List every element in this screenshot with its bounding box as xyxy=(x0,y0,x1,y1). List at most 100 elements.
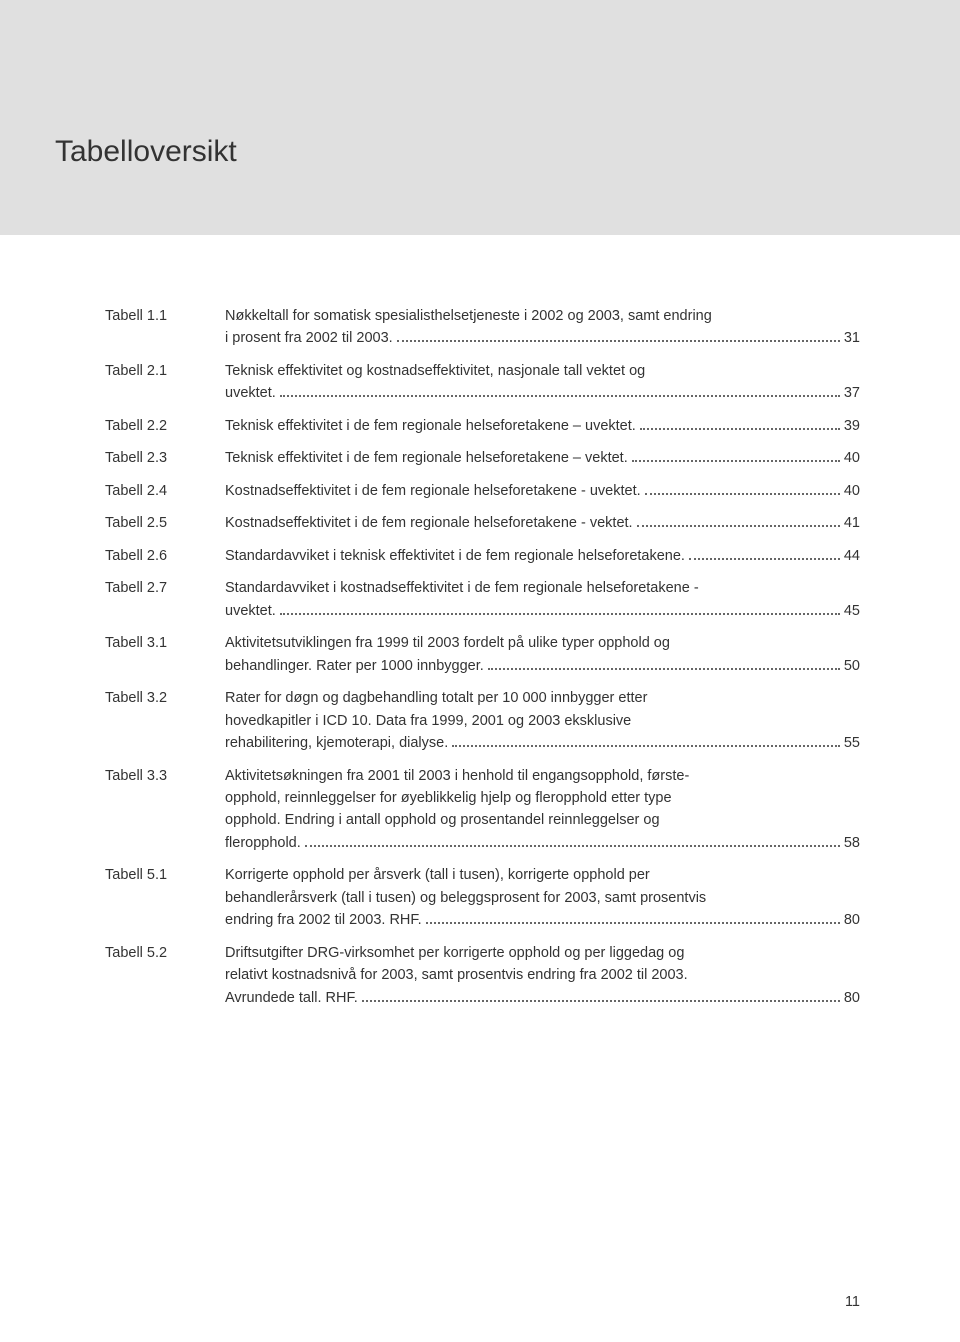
toc-text-line: Rater for døgn og dagbehandling totalt p… xyxy=(225,687,860,709)
toc-content: Tabell 1.1Nøkkeltall for somatisk spesia… xyxy=(0,235,960,1009)
toc-last-text: rehabilitering, kjemoterapi, dialyse. xyxy=(225,732,448,754)
toc-last-text: Standardavviket i teknisk effektivitet i… xyxy=(225,545,685,567)
toc-body: Korrigerte opphold per årsverk (tall i t… xyxy=(225,864,860,931)
toc-last-line: Kostnadseffektivitet i de fem regionale … xyxy=(225,480,860,502)
toc-last-line: Kostnadseffektivitet i de fem regionale … xyxy=(225,512,860,534)
toc-page-number: 50 xyxy=(844,655,860,677)
toc-row: Tabell 2.3Teknisk effektivitet i de fem … xyxy=(105,447,860,469)
toc-dots xyxy=(280,600,840,614)
toc-body: Kostnadseffektivitet i de fem regionale … xyxy=(225,512,860,534)
toc-last-text: Kostnadseffektivitet i de fem regionale … xyxy=(225,480,641,502)
toc-text-line: Korrigerte opphold per årsverk (tall i t… xyxy=(225,864,860,886)
toc-last-line: Teknisk effektivitet i de fem regionale … xyxy=(225,415,860,437)
toc-body: Aktivitetsøkningen fra 2001 til 2003 i h… xyxy=(225,765,860,855)
toc-row: Tabell 3.2Rater for døgn og dagbehandlin… xyxy=(105,687,860,754)
toc-row: Tabell 1.1Nøkkeltall for somatisk spesia… xyxy=(105,305,860,350)
toc-page-number: 45 xyxy=(844,600,860,622)
toc-last-text: fleropphold. xyxy=(225,832,301,854)
toc-dots xyxy=(632,448,840,462)
toc-label: Tabell 2.1 xyxy=(105,360,225,382)
toc-dots xyxy=(452,733,840,747)
toc-text-line: Standardavviket i kostnadseffektivitet i… xyxy=(225,577,860,599)
toc-last-line: behandlinger. Rater per 1000 innbygger. 5… xyxy=(225,655,860,677)
page-number: 11 xyxy=(845,1294,860,1310)
toc-body: Teknisk effektivitet i de fem regionale … xyxy=(225,447,860,469)
toc-last-text: uvektet. xyxy=(225,382,276,404)
toc-body: Nøkkeltall for somatisk spesialisthelset… xyxy=(225,305,860,350)
toc-dots xyxy=(640,416,840,430)
toc-last-line: uvektet. 37 xyxy=(225,382,860,404)
toc-page-number: 80 xyxy=(844,909,860,931)
toc-dots xyxy=(488,655,840,669)
toc-body: Teknisk effektivitet og kostnadseffektiv… xyxy=(225,360,860,405)
toc-page-number: 40 xyxy=(844,480,860,502)
toc-dots xyxy=(637,513,840,527)
toc-label: Tabell 2.5 xyxy=(105,512,225,534)
toc-page-number: 39 xyxy=(844,415,860,437)
toc-row: Tabell 2.7Standardavviket i kostnadseffe… xyxy=(105,577,860,622)
toc-dots xyxy=(689,545,840,559)
toc-row: Tabell 5.1Korrigerte opphold per årsverk… xyxy=(105,864,860,931)
toc-label: Tabell 3.2 xyxy=(105,687,225,709)
toc-last-text: Kostnadseffektivitet i de fem regionale … xyxy=(225,512,633,534)
toc-last-text: Avrundede tall. RHF. xyxy=(225,987,358,1009)
toc-page-number: 40 xyxy=(844,447,860,469)
toc-text-line: Aktivitetsøkningen fra 2001 til 2003 i h… xyxy=(225,765,860,787)
toc-dots xyxy=(426,910,840,924)
toc-dots xyxy=(362,987,840,1001)
toc-row: Tabell 2.4Kostnadseffektivitet i de fem … xyxy=(105,480,860,502)
toc-label: Tabell 3.1 xyxy=(105,632,225,654)
page-title: Tabelloversikt xyxy=(55,135,237,169)
toc-row: Tabell 2.1Teknisk effektivitet og kostna… xyxy=(105,360,860,405)
toc-body: Standardavviket i teknisk effektivitet i… xyxy=(225,545,860,567)
toc-text-line: opphold. Endring i antall opphold og pro… xyxy=(225,809,860,831)
toc-text-line: Aktivitetsutviklingen fra 1999 til 2003 … xyxy=(225,632,860,654)
toc-label: Tabell 5.1 xyxy=(105,864,225,886)
toc-label: Tabell 2.3 xyxy=(105,447,225,469)
toc-text-line: Driftsutgifter DRG-virksomhet per korrig… xyxy=(225,942,860,964)
toc-text-line: opphold, reinnleggelser for øyeblikkelig… xyxy=(225,787,860,809)
toc-dots xyxy=(645,481,840,495)
toc-last-text: behandlinger. Rater per 1000 innbygger. xyxy=(225,655,484,677)
toc-row: Tabell 2.2Teknisk effektivitet i de fem … xyxy=(105,415,860,437)
toc-label: Tabell 2.7 xyxy=(105,577,225,599)
toc-page-number: 44 xyxy=(844,545,860,567)
toc-last-line: Standardavviket i teknisk effektivitet i… xyxy=(225,545,860,567)
toc-page-number: 80 xyxy=(844,987,860,1009)
toc-row: Tabell 3.1Aktivitetsutviklingen fra 1999… xyxy=(105,632,860,677)
toc-last-line: Avrundede tall. RHF. 80 xyxy=(225,987,860,1009)
toc-dots xyxy=(280,383,840,397)
toc-label: Tabell 1.1 xyxy=(105,305,225,327)
toc-page-number: 37 xyxy=(844,382,860,404)
toc-last-text: i prosent fra 2002 til 2003. xyxy=(225,327,393,349)
toc-body: Kostnadseffektivitet i de fem regionale … xyxy=(225,480,860,502)
toc-last-line: Teknisk effektivitet i de fem regionale … xyxy=(225,447,860,469)
header-band: Tabelloversikt xyxy=(0,0,960,235)
toc-page-number: 31 xyxy=(844,327,860,349)
toc-row: Tabell 5.2Driftsutgifter DRG-virksomhet … xyxy=(105,942,860,1009)
page: Tabelloversikt Tabell 1.1Nøkkeltall for … xyxy=(0,0,960,1342)
toc-last-line: fleropphold. 58 xyxy=(225,832,860,854)
toc-page-number: 55 xyxy=(844,732,860,754)
toc-page-number: 58 xyxy=(844,832,860,854)
toc-text-line: Nøkkeltall for somatisk spesialisthelset… xyxy=(225,305,860,327)
toc-last-text: uvektet. xyxy=(225,600,276,622)
toc-dots xyxy=(305,833,840,847)
toc-body: Teknisk effektivitet i de fem regionale … xyxy=(225,415,860,437)
toc-body: Rater for døgn og dagbehandling totalt p… xyxy=(225,687,860,754)
toc-text-line: hovedkapitler i ICD 10. Data fra 1999, 2… xyxy=(225,710,860,732)
toc-last-line: uvektet. 45 xyxy=(225,600,860,622)
toc-last-text: Teknisk effektivitet i de fem regionale … xyxy=(225,415,636,437)
toc-label: Tabell 5.2 xyxy=(105,942,225,964)
toc-page-number: 41 xyxy=(844,512,860,534)
toc-text-line: behandlerårsverk (tall i tusen) og beleg… xyxy=(225,887,860,909)
toc-dots xyxy=(397,328,840,342)
toc-body: Aktivitetsutviklingen fra 1999 til 2003 … xyxy=(225,632,860,677)
toc-text-line: relativt kostnadsnivå for 2003, samt pro… xyxy=(225,964,860,986)
toc-last-line: i prosent fra 2002 til 2003. 31 xyxy=(225,327,860,349)
toc-last-line: rehabilitering, kjemoterapi, dialyse. 55 xyxy=(225,732,860,754)
toc-last-line: endring fra 2002 til 2003. RHF.80 xyxy=(225,909,860,931)
toc-body: Driftsutgifter DRG-virksomhet per korrig… xyxy=(225,942,860,1009)
toc-label: Tabell 2.6 xyxy=(105,545,225,567)
toc-row: Tabell 2.6Standardavviket i teknisk effe… xyxy=(105,545,860,567)
